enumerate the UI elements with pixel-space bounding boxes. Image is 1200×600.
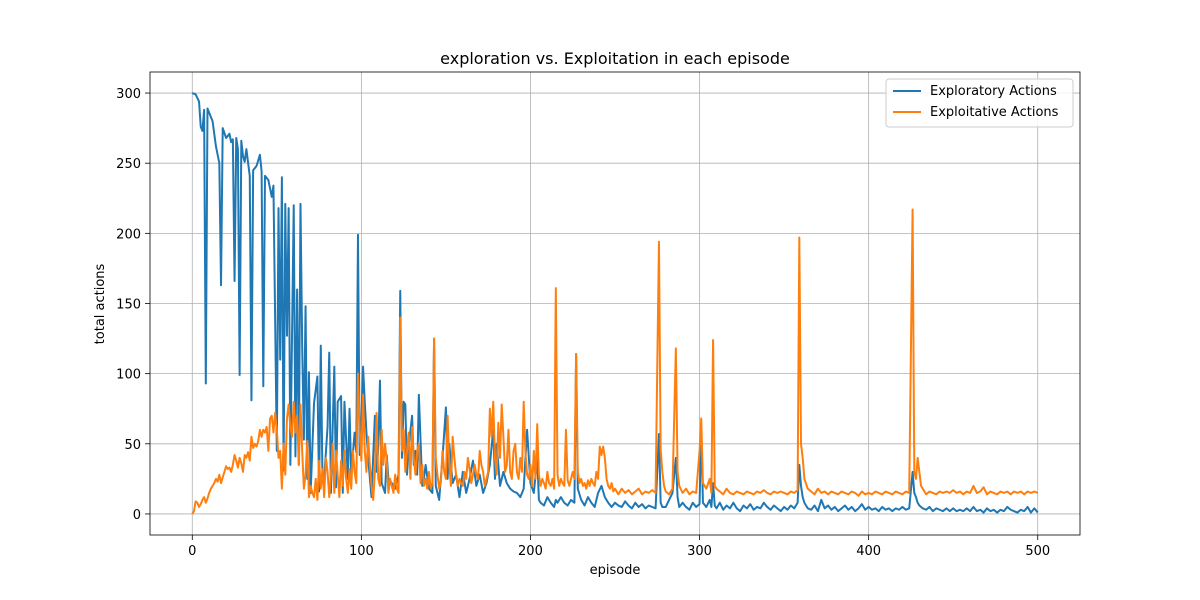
x-tick-label: 300	[687, 544, 712, 559]
legend: Exploratory Actions Exploitative Actions	[885, 78, 1074, 128]
y-tick-label: 100	[116, 368, 141, 383]
x-tick-label: 500	[1025, 544, 1050, 559]
legend-box	[885, 78, 1074, 128]
tick-layer: 0 100 200 300 400 500 0 50 100 150 200 250 300	[116, 87, 1050, 559]
series-line-exploratory	[191, 92, 1039, 514]
y-tick-label: 50	[124, 438, 141, 453]
y-tick-label: 200	[116, 227, 141, 242]
x-axis-label: episode	[590, 563, 641, 578]
x-tick-label: 200	[518, 544, 543, 559]
chart-title: exploration vs. Exploitation in each epi…	[440, 49, 790, 68]
x-tick-label: 400	[856, 544, 881, 559]
y-tick-label: 250	[116, 157, 141, 172]
y-tick-label: 300	[116, 87, 141, 102]
y-axis-label: total actions	[93, 263, 108, 344]
series-layer	[191, 92, 1039, 515]
series-line-exploitative	[191, 208, 1039, 515]
y-tick-label: 0	[133, 508, 141, 523]
x-tick-label: 0	[188, 544, 196, 559]
legend-label-exploratory: Exploratory Actions	[930, 84, 1057, 99]
legend-label-exploitative: Exploitative Actions	[930, 105, 1059, 120]
y-tick-label: 150	[116, 298, 141, 313]
x-tick-label: 100	[349, 544, 374, 559]
